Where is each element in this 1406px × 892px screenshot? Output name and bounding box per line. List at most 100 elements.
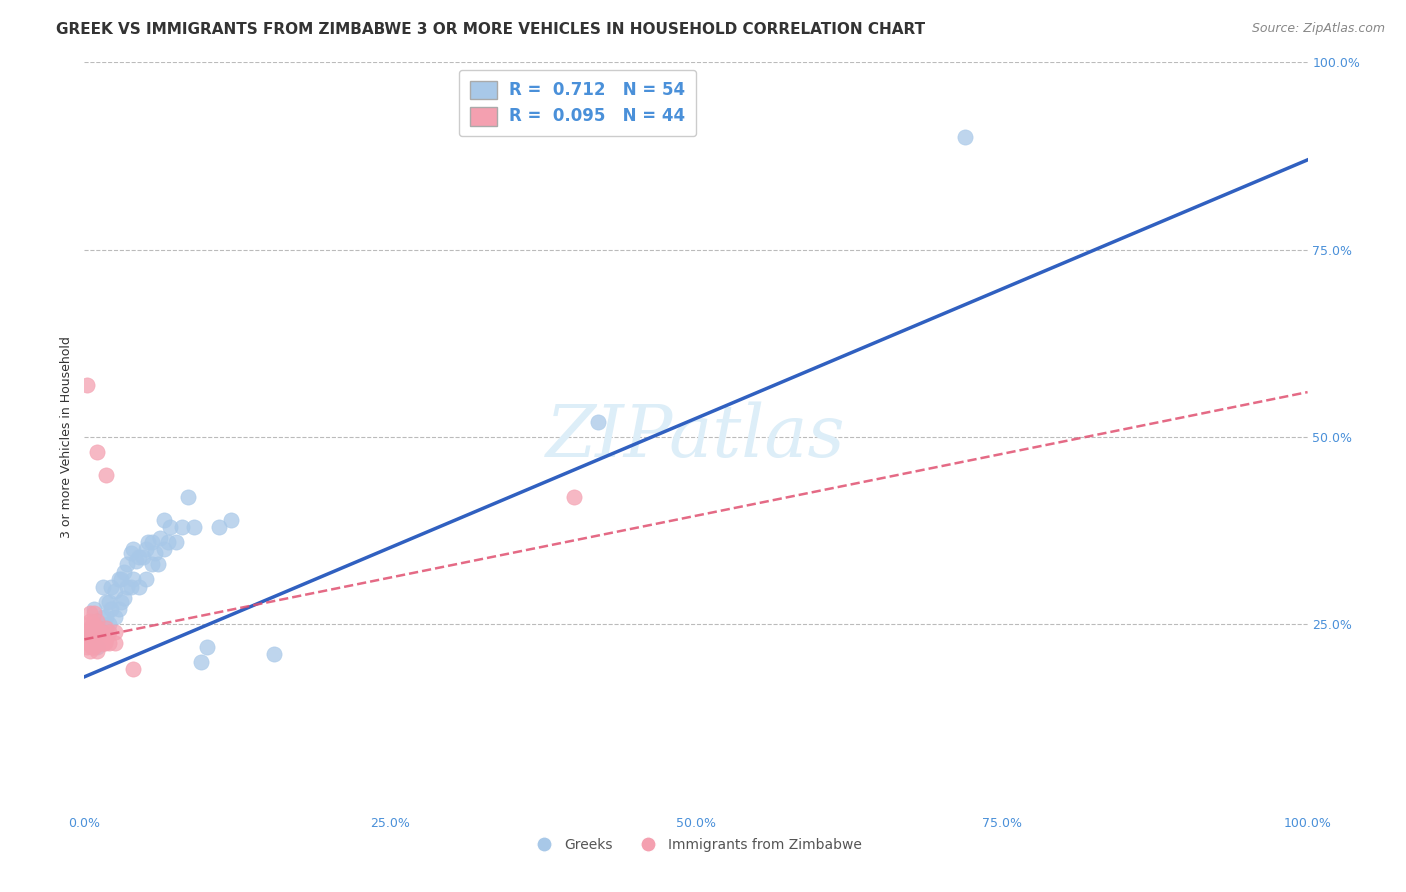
Point [122,542,145,557]
Point [90,632,112,647]
Point [100,580,122,594]
Point [136,535,159,549]
Point [143,546,166,560]
Point [165,535,187,549]
Point [135,542,157,557]
Point [110,573,132,587]
Point [100,602,122,616]
Point [183,520,205,534]
Point [79,621,101,635]
Point [146,558,169,572]
Point [80,624,103,639]
Point [97,595,120,609]
Point [86,614,108,628]
Point [86,617,108,632]
Point [110,595,132,609]
Point [89,624,111,639]
Point [86,621,108,635]
Point [128,549,150,564]
Point [122,662,145,676]
Point [76,377,98,392]
Point [953,130,976,145]
Point [135,573,157,587]
Point [149,531,172,545]
Point [86,629,108,643]
Point [80,640,103,654]
Point [125,554,148,568]
Point [107,573,129,587]
Text: Source: ZipAtlas.com: Source: ZipAtlas.com [1251,22,1385,36]
Point [82,617,104,632]
Point [208,520,231,534]
Point [159,520,181,534]
Point [153,512,176,526]
Point [122,573,145,587]
Point [96,467,118,482]
Point [115,558,138,572]
Point [83,606,105,620]
Point [83,617,105,632]
Point [120,580,142,594]
Point [84,636,107,650]
Point [172,520,194,534]
Point [153,542,176,557]
Point [86,445,108,459]
Point [82,640,104,654]
Point [93,636,115,650]
Point [79,643,101,657]
Text: ZIPatlas: ZIPatlas [546,401,846,473]
Point [91,624,114,639]
Point [77,636,100,650]
Point [112,591,135,606]
Point [104,583,127,598]
Point [94,636,117,650]
Point [112,565,135,579]
Point [86,636,108,650]
Point [86,640,108,654]
Point [91,580,114,594]
Legend: Greeks, Immigrants from Zimbabwe: Greeks, Immigrants from Zimbabwe [524,832,868,857]
Point [87,632,110,647]
Point [97,617,120,632]
Point [96,621,118,635]
Point [83,602,105,616]
Point [562,490,585,504]
Point [87,636,110,650]
Point [586,415,609,429]
Point [97,624,120,639]
Point [77,632,100,647]
Point [87,624,110,639]
Point [79,629,101,643]
Point [115,580,138,594]
Point [156,535,179,549]
Point [79,614,101,628]
Point [96,610,118,624]
Point [219,512,242,526]
Point [84,624,107,639]
Point [263,648,285,662]
Point [79,606,101,620]
Point [79,636,101,650]
Point [104,610,127,624]
Point [96,632,118,647]
Point [120,546,142,560]
Point [141,535,163,549]
Point [87,624,110,639]
Point [79,629,101,643]
Point [104,624,127,639]
Point [96,595,118,609]
Point [89,636,111,650]
Point [195,640,218,654]
Point [86,643,108,657]
Point [190,655,212,669]
Point [128,580,150,594]
Point [83,640,105,654]
Point [91,610,114,624]
Point [97,636,120,650]
Point [76,640,98,654]
Point [82,629,104,643]
Text: GREEK VS IMMIGRANTS FROM ZIMBABWE 3 OR MORE VEHICLES IN HOUSEHOLD CORRELATION CH: GREEK VS IMMIGRANTS FROM ZIMBABWE 3 OR M… [56,22,925,37]
Point [77,617,100,632]
Y-axis label: 3 or more Vehicles in Household: 3 or more Vehicles in Household [60,336,73,538]
Point [177,490,200,504]
